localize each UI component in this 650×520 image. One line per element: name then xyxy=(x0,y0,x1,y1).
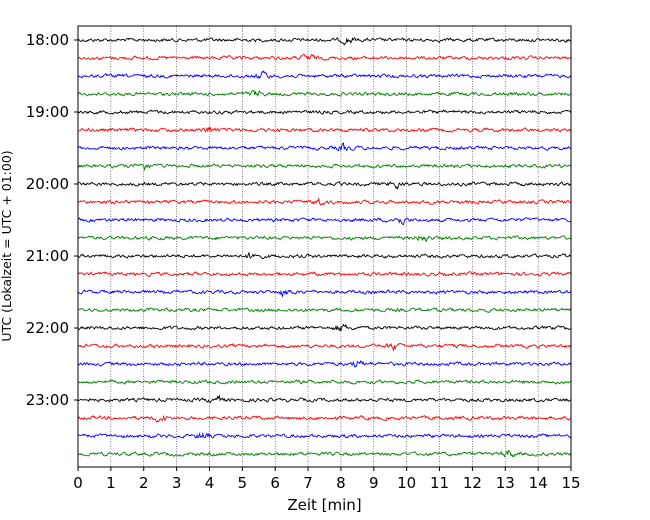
y-tick-label: 20:00 xyxy=(26,175,69,193)
seismogram-chart: 0 1 2 3 4 5 6 7 8 9 10 11 12 13 14 15 18:0019:0020:0021… xyxy=(0,0,650,520)
seismic-trace xyxy=(78,143,571,151)
x-tick-label: 2 xyxy=(139,474,149,492)
seismic-trace xyxy=(78,361,571,367)
seismic-trace xyxy=(78,272,571,277)
x-tick-label: 5 xyxy=(238,474,248,492)
seismic-trace xyxy=(78,199,571,205)
seismic-trace xyxy=(78,396,571,403)
seismic-trace xyxy=(78,236,571,242)
seismic-trace xyxy=(78,127,571,132)
seismic-trace xyxy=(78,450,571,456)
seismic-trace xyxy=(78,252,571,258)
seismic-trace xyxy=(78,380,571,384)
x-tick-label: 15 xyxy=(561,474,580,492)
seismic-trace xyxy=(78,434,571,438)
y-tick-label: 23:00 xyxy=(26,391,69,409)
x-tick-label: 14 xyxy=(529,474,548,492)
seismic-trace xyxy=(78,290,571,296)
seismic-trace xyxy=(78,71,571,78)
x-tick-label: 11 xyxy=(430,474,449,492)
x-tick-label: 7 xyxy=(303,474,313,492)
seismic-trace xyxy=(78,90,571,96)
x-tick-label: 8 xyxy=(336,474,346,492)
y-axis: 18:00 19:00 20:00 21:00 22:00 23:00 xyxy=(26,31,78,409)
y-tick-label: 18:00 xyxy=(26,31,69,49)
seismic-trace xyxy=(78,308,571,312)
seismic-trace xyxy=(78,416,571,423)
seismic-trace xyxy=(78,164,571,170)
y-tick-label: 21:00 xyxy=(26,247,69,265)
seismic-trace xyxy=(78,110,571,114)
x-tick-label: 12 xyxy=(463,474,482,492)
seismic-traces xyxy=(78,38,571,457)
seismic-trace xyxy=(78,54,571,60)
x-tick-label: 6 xyxy=(270,474,280,492)
x-tick-label: 9 xyxy=(369,474,379,492)
x-tick-label: 1 xyxy=(106,474,116,492)
y-tick-label: 22:00 xyxy=(26,319,69,337)
x-axis-title: Zeit [min] xyxy=(287,496,361,514)
x-tick-label: 3 xyxy=(172,474,182,492)
x-tick-label: 0 xyxy=(73,474,83,492)
seismic-trace xyxy=(78,343,571,350)
y-axis-title: UTC (Lokalzeit = UTC + 01:00) xyxy=(0,150,14,341)
seismic-trace xyxy=(78,325,571,332)
grid-lines xyxy=(111,26,538,467)
x-tick-label: 13 xyxy=(496,474,515,492)
y-tick-label: 19:00 xyxy=(26,103,69,121)
seismic-trace xyxy=(78,218,571,225)
x-axis: 0 1 2 3 4 5 6 7 8 9 10 11 12 13 14 15 xyxy=(73,467,580,492)
x-tick-label: 4 xyxy=(205,474,215,492)
seismic-trace xyxy=(78,38,571,45)
x-tick-label: 10 xyxy=(397,474,416,492)
seismic-trace xyxy=(78,182,571,189)
